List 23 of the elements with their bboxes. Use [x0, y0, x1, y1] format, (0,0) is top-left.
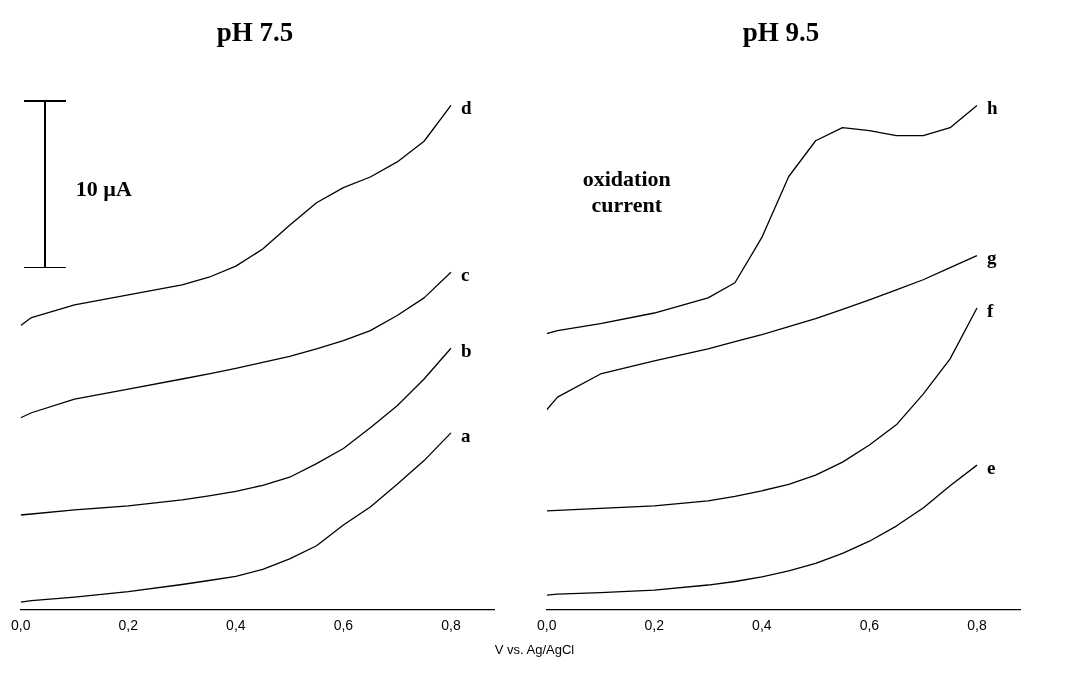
- x-tick-label: 0,4: [226, 617, 246, 634]
- x-axis-title: V vs. Ag/AgCl: [493, 642, 576, 657]
- x-tick-label: 0,8: [441, 617, 461, 634]
- x-tick-label: 0,6: [859, 617, 880, 634]
- series-label: g: [986, 247, 997, 269]
- series-label: h: [986, 97, 998, 119]
- series-label: e: [986, 457, 996, 479]
- annotation: oxidation current: [582, 166, 671, 218]
- x-tick-label: 0,2: [644, 617, 665, 634]
- chart-title: pH 9.5: [742, 17, 820, 48]
- x-tick-label: 0,6: [333, 617, 354, 634]
- x-tick-label: 0,0: [11, 617, 31, 634]
- series-label: d: [460, 97, 472, 119]
- annotation: 10 µA: [75, 176, 132, 202]
- x-tick-label: 0,0: [537, 617, 557, 634]
- chart-title: pH 7.5: [216, 17, 294, 48]
- series-label: a: [460, 424, 471, 446]
- x-tick-label: 0,8: [967, 617, 987, 634]
- series-label: b: [460, 340, 472, 362]
- series-label: c: [460, 264, 470, 286]
- series-label: f: [986, 299, 994, 321]
- x-tick-label: 0,4: [752, 617, 772, 634]
- x-tick-label: 0,2: [118, 617, 139, 634]
